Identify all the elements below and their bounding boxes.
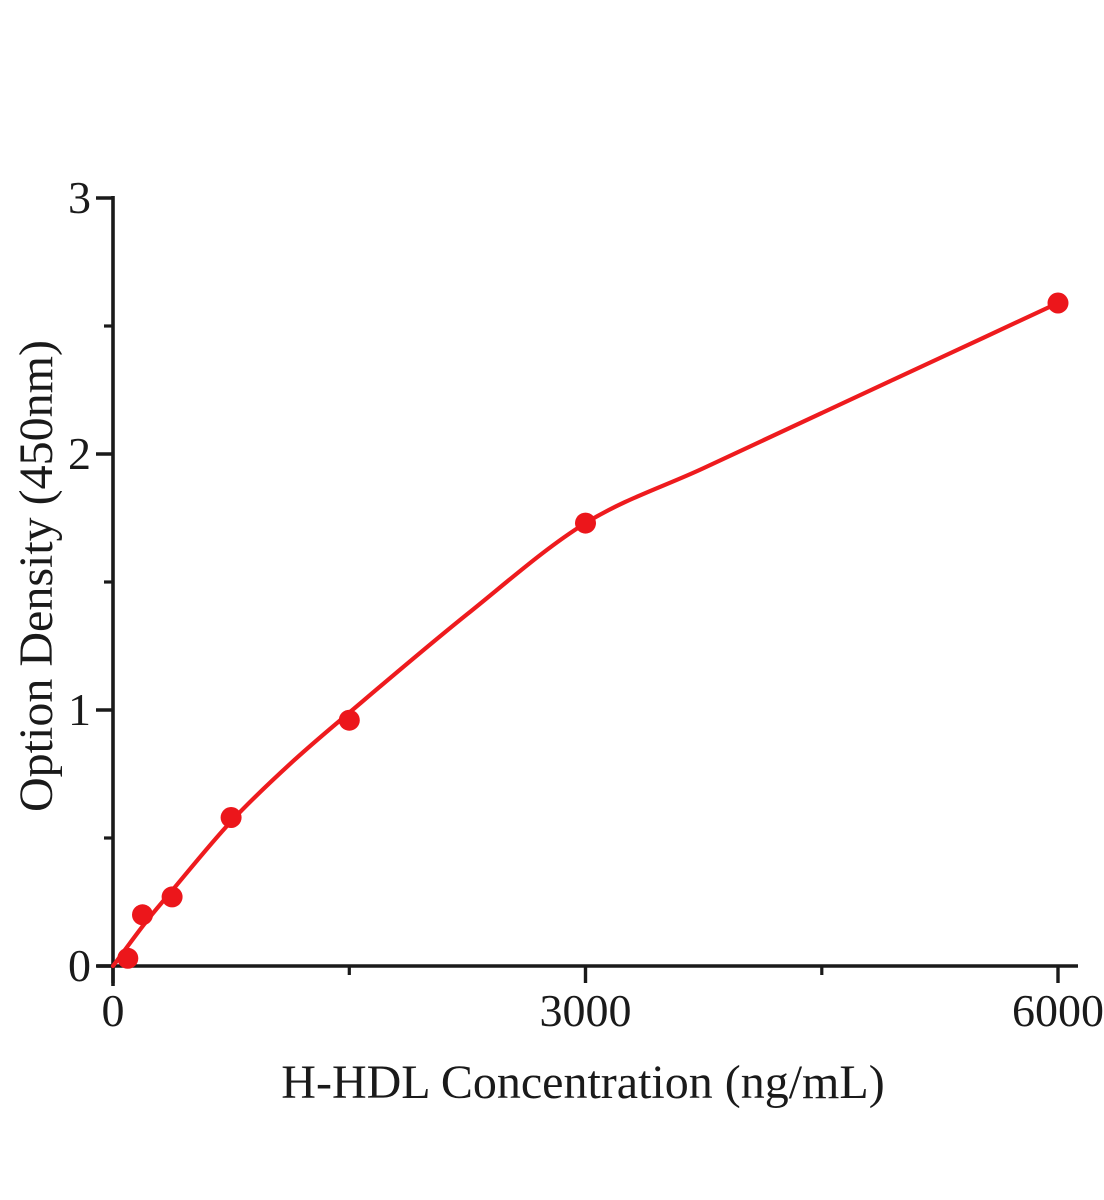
data-point [575, 512, 596, 534]
y-tick-label: 3 [68, 172, 91, 223]
data-point [161, 886, 183, 908]
y-tick-label: 0 [68, 940, 91, 991]
data-point [220, 807, 242, 828]
data-point [117, 947, 139, 969]
x-tick-label: 0 [102, 985, 125, 1036]
data-point [1047, 292, 1069, 314]
y-axis-title: Option Density (450nm) [10, 340, 63, 812]
data-point [338, 709, 360, 731]
y-tick-label: 2 [68, 428, 91, 479]
x-axis-title: H-HDL Concentration (ng/mL) [281, 1056, 884, 1109]
fit-curve [110, 300, 1061, 969]
data-point [132, 904, 153, 926]
x-tick-label: 6000 [1012, 985, 1104, 1036]
x-tick-label: 3000 [540, 985, 632, 1036]
y-tick-label: 1 [68, 684, 91, 735]
